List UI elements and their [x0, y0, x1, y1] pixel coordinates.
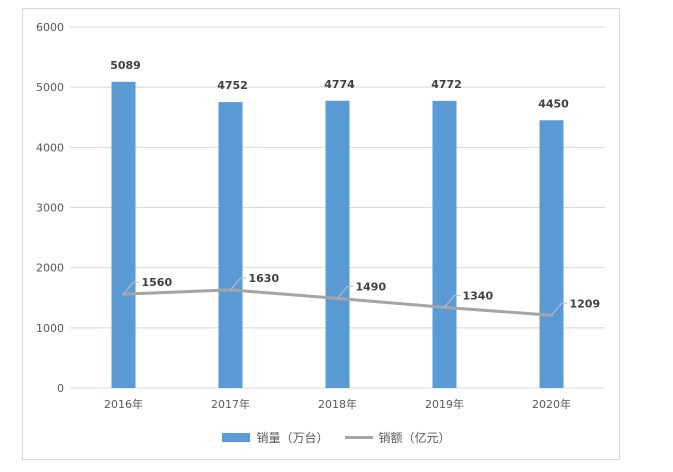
- line-data-label: 1560: [142, 276, 173, 289]
- legend-label-sales-volume: 销量（万台）: [256, 430, 329, 445]
- y-tick-label: 1000: [36, 322, 64, 335]
- line-data-label: 1340: [463, 289, 494, 302]
- bar-data-label: 4450: [538, 97, 569, 110]
- line-data-label: 1490: [356, 280, 387, 293]
- bar-2016年: [111, 81, 136, 389]
- line-label-leader: [337, 285, 354, 299]
- x-tick-label: 2020年: [532, 397, 571, 411]
- y-tick-label: 5000: [36, 81, 64, 94]
- line-data-label: 1630: [249, 272, 280, 285]
- y-tick-label: 3000: [36, 202, 64, 215]
- legend-item-sales-volume: 销量（万台）: [222, 429, 329, 446]
- x-tick-label: 2017年: [211, 397, 250, 411]
- line-data-label: 1209: [570, 297, 601, 310]
- bar-data-label: 4774: [324, 78, 355, 91]
- line-label-leader: [230, 277, 247, 291]
- bar-2017年: [218, 102, 243, 388]
- bar-data-label: 5089: [110, 59, 141, 72]
- bar-2020年: [539, 120, 564, 388]
- x-tick-label: 2019年: [425, 397, 464, 411]
- bar-2018年: [325, 100, 350, 388]
- line-label-leader: [123, 281, 140, 295]
- legend-swatch-line: [344, 435, 373, 439]
- chart-legend: 销量（万台） 销额（亿元）: [0, 426, 673, 448]
- bar-data-label: 4772: [431, 78, 462, 91]
- bar-2019年: [432, 100, 457, 388]
- bar-data-label: 4752: [217, 79, 248, 92]
- y-tick-label: 6000: [36, 21, 64, 34]
- line-label-leader: [444, 294, 461, 308]
- x-tick-label: 2016年: [104, 397, 143, 411]
- legend-item-sales-amount: 销额（亿元）: [344, 429, 451, 446]
- line-label-leader: [551, 302, 568, 316]
- y-tick-label: 0: [57, 382, 64, 395]
- x-tick-label: 2018年: [318, 397, 357, 411]
- legend-label-sales-amount: 销额（亿元）: [378, 430, 451, 445]
- y-tick-label: 2000: [36, 262, 64, 275]
- y-tick-label: 4000: [36, 141, 64, 154]
- legend-swatch-bar: [222, 432, 251, 442]
